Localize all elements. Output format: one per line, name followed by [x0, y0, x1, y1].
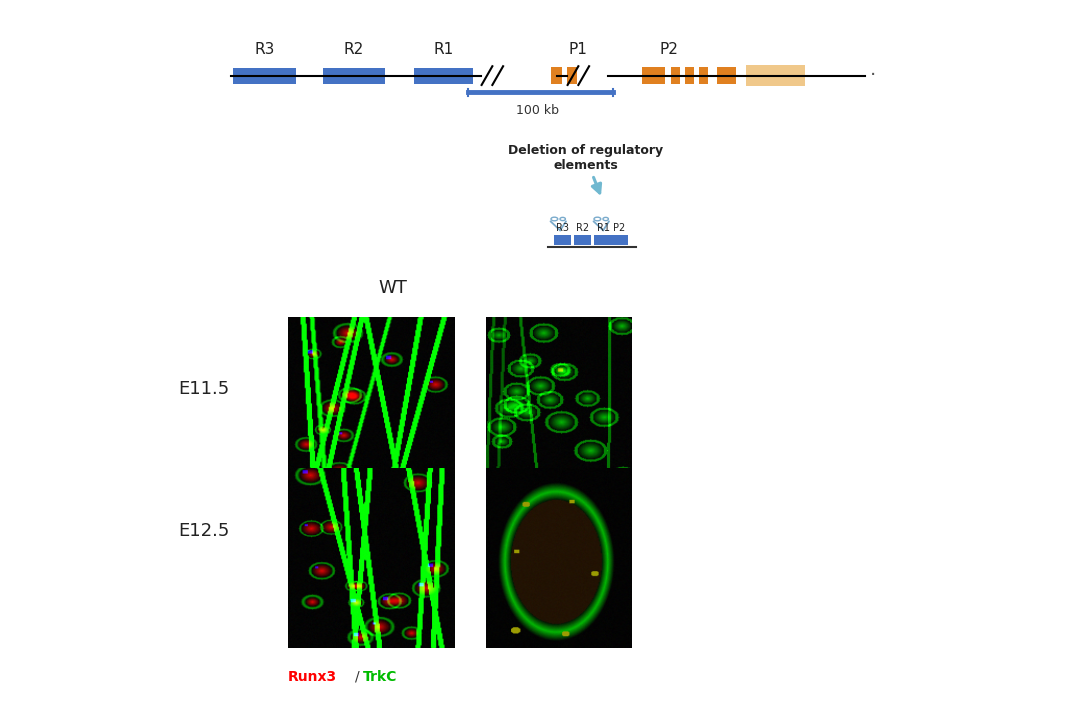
- FancyBboxPatch shape: [594, 235, 612, 245]
- FancyBboxPatch shape: [567, 67, 577, 84]
- Text: R3: R3: [556, 223, 569, 233]
- Text: P2: P2: [659, 42, 678, 57]
- FancyBboxPatch shape: [671, 67, 680, 84]
- Text: E11.5: E11.5: [178, 380, 230, 397]
- Text: R2: R2: [344, 42, 363, 57]
- Text: WT: WT: [378, 279, 406, 297]
- FancyBboxPatch shape: [642, 67, 665, 84]
- Text: R1: R1: [597, 223, 610, 233]
- Text: E12.5: E12.5: [178, 523, 230, 540]
- FancyBboxPatch shape: [699, 67, 708, 84]
- Text: Deletion of regulatory
elements: Deletion of regulatory elements: [508, 144, 663, 193]
- FancyBboxPatch shape: [233, 68, 296, 84]
- FancyBboxPatch shape: [414, 68, 473, 84]
- Text: R2: R2: [576, 223, 589, 233]
- FancyBboxPatch shape: [685, 67, 694, 84]
- Text: R1: R1: [433, 42, 454, 57]
- FancyBboxPatch shape: [551, 67, 562, 84]
- Text: /: /: [355, 670, 359, 684]
- FancyBboxPatch shape: [611, 235, 628, 245]
- Text: TrkC: TrkC: [363, 670, 398, 684]
- Text: ·: ·: [870, 66, 876, 85]
- Text: P2: P2: [613, 223, 626, 233]
- Text: 100 kb: 100 kb: [516, 104, 559, 117]
- FancyBboxPatch shape: [746, 65, 805, 86]
- FancyBboxPatch shape: [554, 235, 571, 245]
- FancyBboxPatch shape: [717, 67, 736, 84]
- Text: R3: R3: [255, 42, 274, 57]
- FancyBboxPatch shape: [322, 68, 385, 84]
- FancyBboxPatch shape: [574, 235, 591, 245]
- Text: P1: P1: [569, 42, 588, 57]
- Text: Runx3: Runx3: [288, 670, 338, 684]
